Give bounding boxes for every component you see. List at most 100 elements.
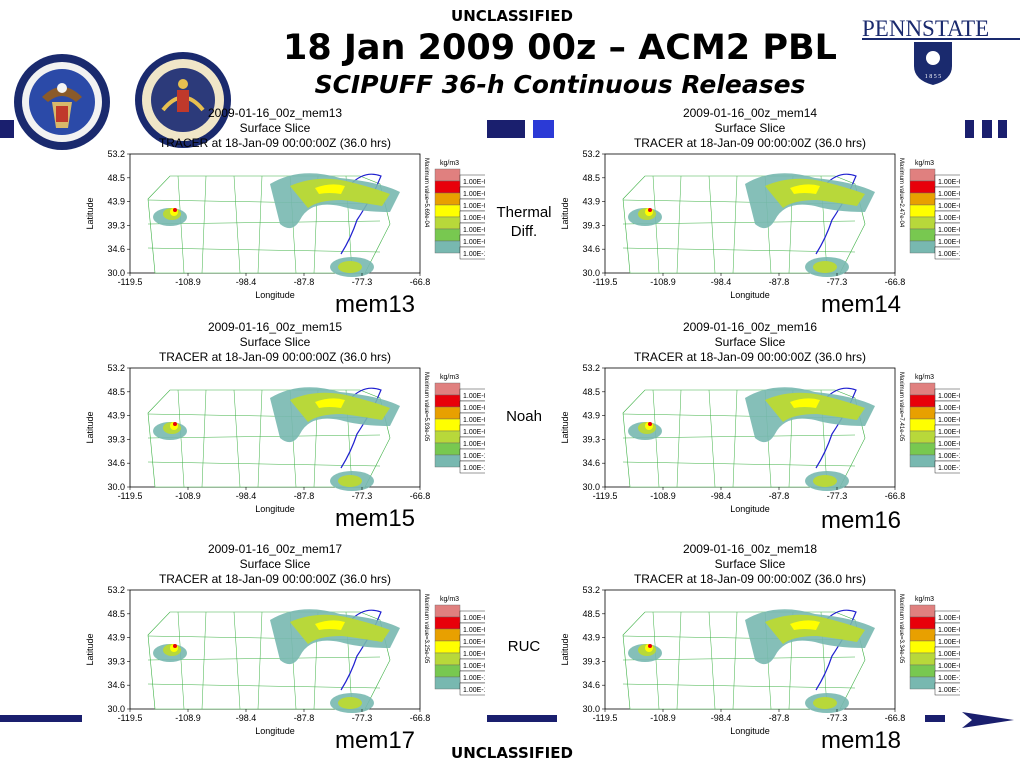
x-axis-label: Longitude bbox=[255, 504, 295, 514]
y-tick-label: 48.5 bbox=[107, 387, 125, 397]
state-line bbox=[732, 611, 738, 710]
legend-swatch bbox=[909, 664, 936, 678]
plume-west-core bbox=[648, 208, 652, 212]
legend-unit: kg/m3 bbox=[440, 160, 459, 167]
y-axis-label: Latitude bbox=[560, 633, 570, 665]
y-tick-label: 39.3 bbox=[582, 434, 600, 444]
x-tick-label: -87.8 bbox=[294, 277, 315, 287]
state-line bbox=[233, 175, 241, 274]
legend-label: 1.00E-05 bbox=[938, 393, 960, 400]
state-line bbox=[147, 434, 381, 439]
x-tick-label: -77.3 bbox=[827, 713, 848, 723]
page-subtitle: SCIPUFF 36-h Continuous Releases bbox=[314, 70, 806, 99]
legend-label: 1.00E-07 bbox=[938, 215, 960, 222]
x-tick-label: -108.9 bbox=[175, 491, 201, 501]
y-tick-label: 53.2 bbox=[107, 585, 125, 595]
state-line bbox=[622, 683, 856, 689]
legend-label: 1.00E-04 bbox=[938, 179, 960, 186]
state-line bbox=[732, 175, 738, 274]
member-label-mem18: mem18 bbox=[821, 727, 902, 754]
legend-box bbox=[459, 682, 485, 696]
x-tick-label: -98.4 bbox=[711, 713, 732, 723]
y-tick-label: 53.2 bbox=[107, 149, 125, 159]
y-tick-label: 34.6 bbox=[107, 458, 125, 468]
plot-panel-mem13: 2009-01-16_00z_mem13 Surface Slice TRACER … bbox=[85, 104, 485, 304]
max-value-label: Maximum value=5.93e-05 bbox=[423, 372, 429, 442]
y-tick-label: 43.9 bbox=[582, 197, 600, 207]
y-tick-label: 30.0 bbox=[582, 704, 600, 714]
plume-east-inner bbox=[790, 184, 820, 194]
plot-panel-mem16: 2009-01-16_00z_mem16 Surface Slice TRACER … bbox=[560, 318, 960, 518]
y-axis-label: Latitude bbox=[85, 633, 95, 665]
legend-label: 1.00E-07 bbox=[938, 639, 960, 646]
x-tick-label: -66.8 bbox=[885, 277, 906, 287]
decor-bar bbox=[487, 120, 525, 138]
x-tick-label: -77.3 bbox=[352, 277, 373, 287]
state-line bbox=[708, 611, 716, 710]
pennstate-logo-text: PENNSTATE bbox=[862, 16, 990, 41]
legend-unit: kg/m3 bbox=[915, 160, 934, 167]
legend-swatch bbox=[434, 406, 461, 420]
decor-bar bbox=[965, 120, 974, 138]
legend-label: 1.00E-05 bbox=[938, 191, 960, 198]
legend-box bbox=[934, 460, 960, 474]
x-tick-label: -119.5 bbox=[593, 491, 618, 501]
legend-swatch bbox=[434, 454, 461, 468]
y-tick-label: 30.0 bbox=[582, 482, 600, 492]
legend-label: 1.00E-05 bbox=[463, 393, 485, 400]
plot-panel-mem14: 2009-01-16_00z_mem14 Surface Slice TRACER … bbox=[560, 104, 960, 304]
state-line bbox=[147, 220, 381, 225]
decor-bar bbox=[0, 120, 14, 138]
legend-label: 1.00E-10 bbox=[938, 675, 960, 682]
state-line bbox=[622, 461, 856, 467]
x-tick-label: -108.9 bbox=[650, 491, 676, 501]
x-tick-label: -119.5 bbox=[593, 277, 618, 287]
legend-label: 1.00E-08 bbox=[938, 429, 960, 436]
plume-west-core bbox=[173, 208, 177, 212]
legend-label: 1.00E-05 bbox=[463, 191, 485, 198]
max-value-label: Maximum value=3.34e-05 bbox=[898, 594, 904, 664]
legend-label: 1.00E-09 bbox=[938, 239, 960, 246]
state-line bbox=[257, 389, 263, 488]
legend-swatch bbox=[434, 180, 461, 194]
decor-bar bbox=[0, 715, 82, 722]
legend-swatch bbox=[909, 180, 936, 194]
legend-box bbox=[934, 682, 960, 696]
legend-swatch bbox=[909, 454, 936, 468]
legend-label: 1.00E-08 bbox=[463, 651, 485, 658]
legend-swatch bbox=[909, 640, 936, 654]
legend-unit: kg/m3 bbox=[915, 596, 934, 603]
x-tick-label: -119.5 bbox=[118, 277, 143, 287]
y-tick-label: 34.6 bbox=[582, 458, 600, 468]
y-tick-label: 30.0 bbox=[107, 704, 125, 714]
x-tick-label: -87.8 bbox=[769, 491, 790, 501]
y-tick-label: 39.3 bbox=[582, 656, 600, 666]
legend-label: 1.00E-07 bbox=[463, 639, 485, 646]
member-label-mem14: mem14 bbox=[821, 291, 902, 318]
state-line bbox=[732, 389, 738, 488]
legend-swatch bbox=[909, 382, 936, 396]
y-tick-label: 43.9 bbox=[582, 633, 600, 643]
plume-west-core bbox=[173, 422, 177, 426]
plume-east-inner bbox=[315, 398, 345, 408]
y-tick-label: 48.5 bbox=[107, 609, 125, 619]
y-tick-label: 30.0 bbox=[107, 482, 125, 492]
next-arrow-icon[interactable] bbox=[962, 710, 1014, 730]
plume-south-mid bbox=[813, 475, 837, 487]
legend-label: 1.00E-09 bbox=[463, 441, 485, 448]
state-line bbox=[622, 656, 856, 661]
state-line bbox=[147, 656, 381, 661]
legend-swatch bbox=[909, 168, 936, 182]
y-tick-label: 34.6 bbox=[582, 244, 600, 254]
legend-swatch bbox=[909, 406, 936, 420]
legend-swatch bbox=[434, 168, 461, 182]
plot-subtitle: Surface Slice bbox=[715, 335, 786, 349]
classification-bottom: UNCLASSIFIED bbox=[451, 744, 573, 762]
legend-swatch bbox=[434, 240, 461, 254]
state-line bbox=[708, 389, 716, 488]
legend-swatch bbox=[909, 204, 936, 218]
y-tick-label: 53.2 bbox=[582, 149, 600, 159]
legend-swatch bbox=[434, 216, 461, 230]
row-label-thermal-diff: Thermal Diff. bbox=[496, 204, 552, 240]
legend-swatch bbox=[434, 628, 461, 642]
